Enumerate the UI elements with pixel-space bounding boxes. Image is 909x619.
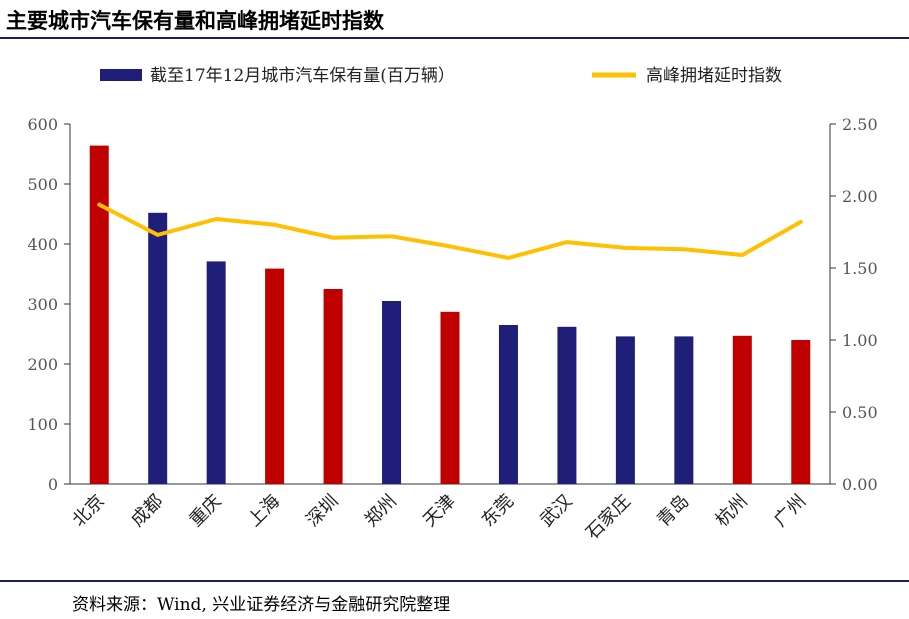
- bar-天津: [440, 311, 460, 484]
- category-label: 上海: [244, 491, 284, 531]
- top-rule: [0, 37, 909, 39]
- category-label: 郑州: [361, 491, 401, 531]
- bottom-rule: [0, 580, 909, 582]
- bar-东莞: [498, 325, 518, 484]
- category-label: 成都: [127, 491, 167, 531]
- line-series: [97, 202, 803, 260]
- bar-北京: [89, 145, 109, 484]
- chart: 截至17年12月城市汽车保有量(百万辆） 高峰拥堵延时指数 0 100 200 300…: [27, 66, 877, 544]
- left-tick-label: 600: [27, 115, 58, 134]
- bar-重庆: [206, 261, 226, 484]
- category-label: 东莞: [478, 491, 518, 531]
- bar-成都: [148, 212, 168, 485]
- bar-广州: [791, 340, 811, 484]
- chart-title: 主要城市汽车保有量和高峰拥堵延时指数: [6, 8, 384, 33]
- right-tick-label: 0.50: [842, 403, 878, 422]
- bars: [89, 145, 811, 485]
- legend: 截至17年12月城市汽车保有量(百万辆） 高峰拥堵延时指数: [100, 66, 782, 86]
- right-tick-label: 2.50: [842, 115, 878, 134]
- bar-上海: [265, 268, 285, 484]
- left-tick-label: 500: [27, 175, 58, 194]
- category-label: 杭州: [712, 491, 752, 531]
- category-label: 广州: [770, 491, 810, 531]
- left-tick-label: 400: [27, 235, 58, 254]
- right-tick-label: 2.00: [842, 187, 878, 206]
- bar-郑州: [382, 301, 402, 484]
- legend-bar-label: 截至17年12月城市汽车保有量(百万辆）: [150, 66, 455, 86]
- category-label: 石家庄: [582, 491, 635, 544]
- source-note: 资料来源：Wind, 兴业证券经济与金融研究院整理: [72, 595, 451, 615]
- category-label: 武汉: [536, 491, 576, 531]
- bar-武汉: [557, 326, 577, 484]
- right-tick-label: 1.00: [842, 331, 878, 350]
- left-tick-label: 200: [27, 355, 58, 374]
- congestion-index-line: [97, 202, 803, 260]
- bar-杭州: [732, 335, 752, 484]
- category-label: 深圳: [302, 491, 342, 531]
- right-tick-label: 1.50: [842, 259, 878, 278]
- category-label: 天津: [419, 491, 459, 531]
- bar-深圳: [323, 289, 343, 484]
- left-tick-label: 300: [27, 295, 58, 314]
- category-label: 北京: [68, 491, 108, 531]
- bar-青岛: [674, 336, 694, 484]
- category-label: 重庆: [185, 491, 225, 531]
- right-tick-label: 0.00: [842, 475, 878, 494]
- category-labels: 北京 成都 重庆 上海 深圳 郑州 天津 东莞 武汉 石家庄 青岛 杭州 广州: [68, 491, 810, 544]
- left-tick-label: 100: [27, 415, 58, 434]
- legend-bar-swatch: [100, 69, 142, 81]
- left-tick-label: 0: [48, 475, 58, 494]
- category-label: 青岛: [653, 491, 693, 531]
- legend-line-label: 高峰拥堵延时指数: [646, 66, 782, 86]
- bar-石家庄: [615, 336, 635, 484]
- axes: 0 100 200 300 400 500 600 0.00 0.50 1.00 1.50 2.00 2…: [27, 115, 877, 494]
